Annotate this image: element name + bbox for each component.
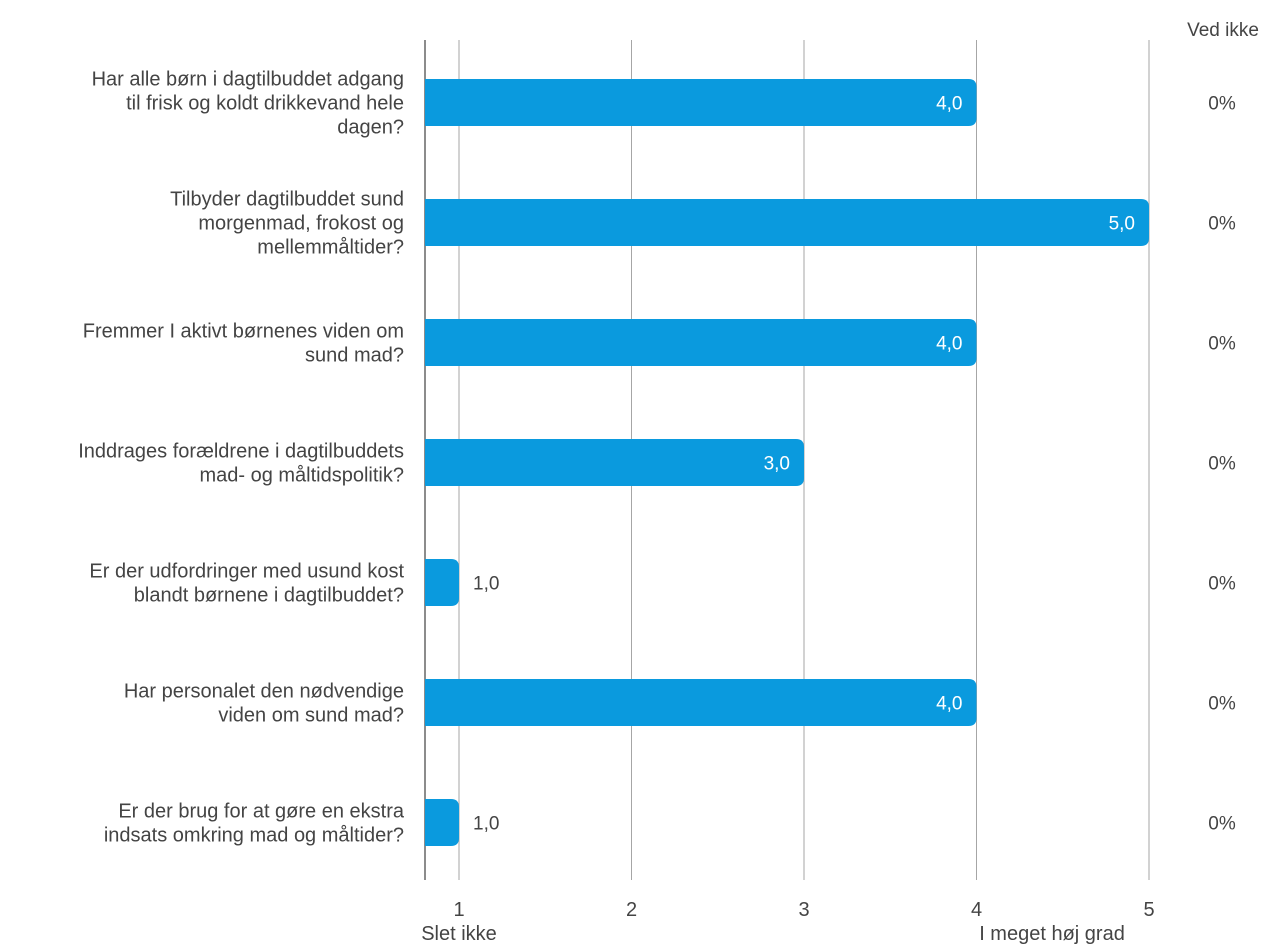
bar-value-label-6: 4,0 — [936, 694, 962, 715]
bar-7 — [425, 799, 459, 846]
bar-4 — [425, 439, 804, 486]
category-label-4: Inddrages forældrene i dagtilbuddets mad-… — [78, 441, 404, 487]
bar-value-label-4: 3,0 — [764, 454, 790, 475]
category-label-1: Har alle børn i dagtilbuddet adgang til f… — [92, 69, 404, 139]
x-tick-label-3: 3 — [798, 899, 809, 921]
category-labels: Har alle børn i dagtilbuddet adgang til f… — [78, 69, 405, 847]
x-axis-ticks: 1 2 3 4 5 — [453, 899, 1154, 921]
category-label-5: Er der udfordringer med usund kost blandt… — [89, 561, 404, 607]
bar-6 — [425, 679, 977, 726]
category-label-7: Er der brug for at gøre en ekstra indsats… — [104, 801, 405, 847]
x-tick-label-5: 5 — [1143, 899, 1154, 921]
ved-ikke-value-7: 0% — [1208, 814, 1236, 835]
bar-5 — [425, 559, 459, 606]
ved-ikke-header: Ved ikke — [1187, 20, 1259, 41]
ved-ikke-value-2: 0% — [1208, 214, 1236, 235]
ved-ikke-column: 0% 0% 0% 0% 0% 0% 0% — [1208, 94, 1236, 835]
category-label-3: Fremmer I aktivt børnenes viden om sund m… — [83, 321, 404, 367]
ved-ikke-value-5: 0% — [1208, 574, 1236, 595]
bar-3 — [425, 319, 977, 366]
category-label-6: Har personalet den nødvendige viden om su… — [124, 681, 404, 727]
bar-2 — [425, 199, 1149, 246]
x-max-label: I meget høj grad — [979, 923, 1125, 944]
x-tick-label-2: 2 — [626, 899, 637, 921]
bar-value-label-3: 4,0 — [936, 334, 962, 355]
bar-1 — [425, 79, 977, 126]
ved-ikke-value-4: 0% — [1208, 454, 1236, 475]
bar-value-label-1: 4,0 — [936, 94, 962, 115]
bar-value-label-2: 5,0 — [1109, 214, 1135, 235]
bars: 4,0 5,0 4,0 3,0 1,0 4,0 1,0 — [425, 79, 1149, 846]
bar-value-label-5: 1,0 — [473, 574, 499, 595]
x-tick-label-1: 1 — [453, 899, 464, 921]
ved-ikke-value-3: 0% — [1208, 334, 1236, 355]
bar-value-label-7: 1,0 — [473, 814, 499, 835]
ved-ikke-value-6: 0% — [1208, 694, 1236, 715]
x-min-label: Slet ikke — [421, 923, 497, 944]
ved-ikke-value-1: 0% — [1208, 94, 1236, 115]
x-tick-label-4: 4 — [971, 899, 982, 921]
category-label-2: Tilbyder dagtilbuddet sund morgenmad, fro… — [170, 189, 404, 259]
